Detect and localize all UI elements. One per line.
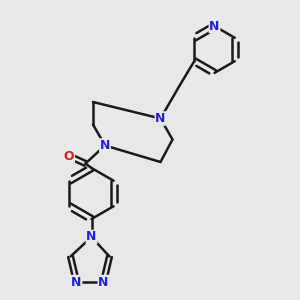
Text: O: O <box>64 149 74 163</box>
Text: N: N <box>155 112 166 125</box>
Text: N: N <box>209 20 220 33</box>
Text: N: N <box>98 275 109 289</box>
Text: N: N <box>100 139 110 152</box>
Text: N: N <box>71 275 82 289</box>
Text: N: N <box>86 230 97 244</box>
